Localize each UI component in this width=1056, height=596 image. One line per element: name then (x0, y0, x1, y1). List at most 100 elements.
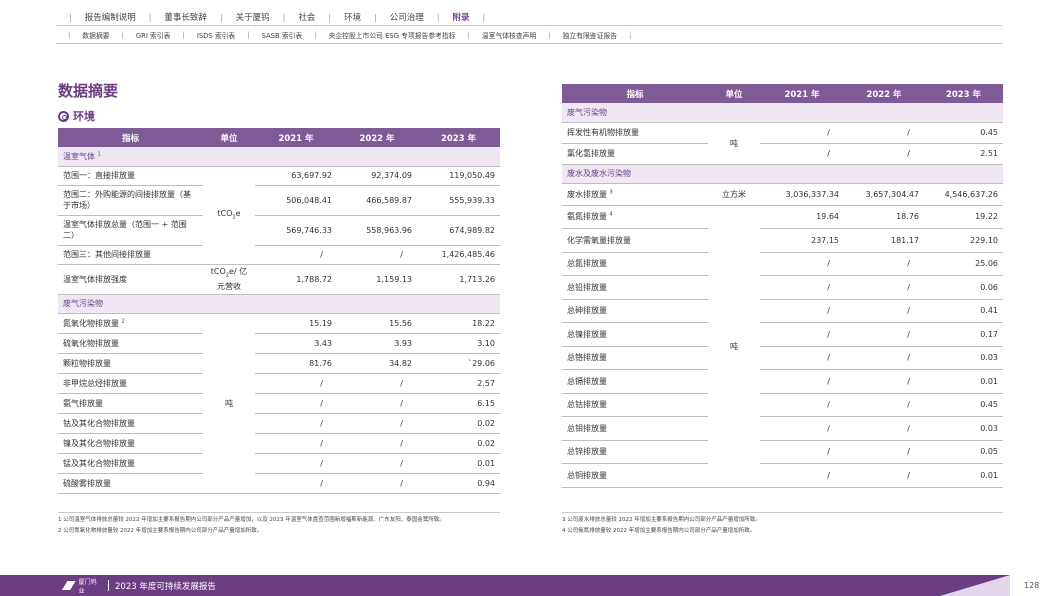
table-row: 化学需氧量排放量 237.15 181.17 229.10 (562, 228, 1003, 253)
header-unit: 单位 (203, 128, 255, 147)
footnote: 2 公司氮氧化物排放量较 2022 年增加主要系报告期内公司部分产品产量增加所致… (58, 528, 263, 534)
table-row: 温室气体排放总量（范围一 + 范围二） 569,746.33 558,963.96 6… (58, 215, 500, 246)
indicator-cell: 总铜排放量 (562, 463, 708, 488)
nav-tab[interactable]: 社会 (298, 13, 316, 23)
sub-nav-tab[interactable]: GRI 索引表 (135, 32, 171, 40)
nav-tab[interactable]: 董事长致辞 (164, 13, 207, 23)
table-row: 总钴排放量 //0.45 (562, 393, 1003, 417)
value-cell: 92,374.09 (337, 166, 417, 186)
sub-nav-tab[interactable]: 温室气体核查声明 (481, 32, 537, 40)
indicator-cell: 温室气体排放强度 (58, 264, 203, 295)
footnote-ref: 3 (609, 188, 613, 195)
table-row: 总钼排放量 //0.03 (562, 416, 1003, 441)
value-cell: / (760, 299, 844, 323)
nav-divider (56, 43, 1002, 44)
value-cell: / (760, 143, 844, 165)
indicator-cell: 颗粒物排放量 (58, 353, 203, 374)
table-header-row: 指标 单位 2021 年 2022 年 2023 年 (562, 84, 1003, 103)
value-cell: / (760, 440, 844, 464)
section-title: 环境 (58, 108, 95, 124)
nav-divider (56, 25, 1002, 26)
nav-tab[interactable]: 公司治理 (389, 13, 424, 23)
indicator-name: 硫氧化物排放量 (63, 338, 119, 348)
header-2023: 2023 年 (417, 128, 500, 147)
value-cell: / (255, 433, 337, 454)
value-cell: / (760, 346, 844, 370)
unit-cell: tCO2e (203, 166, 255, 265)
table-row: 范围二：外购能源的间接排放量（基于市场） 506,048.41 466,589.87… (58, 185, 500, 216)
indicator-cell: 总镉排放量 (562, 369, 708, 394)
indicator-name: 硫酸雾排放量 (63, 478, 111, 488)
unit-base: tCO (217, 209, 233, 219)
value-cell: 0.01 (924, 369, 1003, 394)
sub-nav-tab[interactable]: 独立有限鉴证报告 (562, 32, 617, 40)
nav-separator: | (69, 12, 72, 22)
nav-separator: | (467, 31, 470, 39)
footnote-ref: 1 (97, 151, 101, 158)
footnote-divider (58, 512, 500, 513)
table-row: 硫酸雾排放量 //0.94 (58, 473, 500, 494)
value-cell: `29.06 (417, 353, 500, 374)
table-row: 氯化氢排放量 //2.51 (562, 143, 1003, 165)
indicator-name: 镍及其化合物排放量 (63, 438, 135, 448)
nav-tab[interactable]: 关于厦钨 (235, 13, 270, 23)
sub-nav-tab[interactable]: ISDS 索引表 (196, 32, 236, 40)
value-cell: 18.76 (844, 205, 924, 229)
indicator-cell: 总氮排放量 (562, 252, 708, 276)
value-cell: / (337, 433, 417, 454)
indicator-name: 氮氧化物排放量 (63, 318, 119, 328)
value-cell: 0.01 (417, 453, 500, 474)
nav-tab[interactable]: 报告编制说明 (84, 13, 136, 23)
header-2021: 2021 年 (255, 128, 337, 147)
indicator-name: 氨气排放量 (63, 398, 103, 408)
indicator-name: 挥发性有机物排放量 (567, 128, 639, 137)
footnote-divider (562, 512, 1003, 513)
category-label: 温室气体 1 (58, 147, 500, 167)
indicator-cell: 废水排放量 3 (562, 183, 708, 206)
unit-cell: 吨 (708, 122, 760, 165)
value-cell: / (844, 369, 924, 394)
sub-nav-tab[interactable]: 数据摘要 (82, 32, 110, 40)
category-row: 废水及废水污染物 (562, 164, 1003, 184)
unit-sub: 2 (225, 272, 230, 279)
indicator-name: 范围二：外购能源的间接排放量（基于市场） (63, 190, 191, 210)
header-2022: 2022 年 (337, 128, 417, 147)
unit-cell: 吨 (708, 205, 760, 488)
table-row: 温室气体排放强度 tCO2e/ 亿元营收 1,788.72 1,159.13 1,713… (58, 264, 500, 295)
table-row: 范围三：其他间接排放量 //1,426,485.46 (58, 245, 500, 265)
category-name: 废气污染物 (567, 107, 607, 117)
value-cell: / (337, 413, 417, 434)
table-row: 氮氧化物排放量 2 吨 15.19 15.56 18.22 (58, 313, 500, 494)
value-cell: 3.10 (417, 333, 500, 354)
indicator-name: 温室气体排放强度 (63, 274, 127, 284)
indicator-name: 总铜排放量 (567, 470, 607, 480)
category-row: 废气污染物 (562, 103, 1003, 123)
nav-tab[interactable]: 附录 (452, 13, 470, 23)
value-cell: 555,939.33 (417, 185, 500, 216)
logo-text: 厦门钨业 (78, 578, 97, 595)
value-cell: 25.06 (924, 252, 1003, 276)
nav-separator: | (629, 31, 632, 39)
category-name: 废气污染物 (63, 299, 103, 308)
sub-nav-tab[interactable]: SASB 索引表 (261, 32, 303, 40)
value-cell: 0.03 (924, 416, 1003, 441)
indicator-cell: 氨气排放量 (58, 393, 203, 414)
primary-nav: | 报告编制说明 | 董事长致辞 | 关于厦钨 | 社会 | 环境 | 公司治理 | 附录 | (56, 10, 498, 24)
value-cell: / (760, 393, 844, 417)
indicator-name: 总镍排放量 (567, 329, 607, 339)
footnotes-right: 3 公司废水排放总量较 2022 年增加主要系报告期内公司部分产品产量增加所致。… (562, 515, 1003, 537)
value-cell: 63,697.92 (255, 166, 337, 186)
value-cell: / (760, 252, 844, 276)
sub-nav-tab[interactable]: 央企控股上市公司 ESG 专项报告参考指标 (328, 32, 456, 40)
value-cell: / (337, 473, 417, 494)
indicator-cell: 化学需氧量排放量 (562, 228, 708, 253)
nav-tab[interactable]: 环境 (344, 13, 362, 23)
indicator-cell: 镍及其化合物排放量 (58, 433, 203, 454)
footer: 厦门钨业 2023 年度可持续发展报告 128 (0, 575, 1056, 596)
value-cell: 18.22 (417, 313, 500, 334)
table-row: 锰及其化合物排放量 //0.01 (58, 453, 500, 474)
value-cell: 6.15 (417, 393, 500, 414)
category-label: 废气污染物 (58, 294, 500, 314)
category-row: 废气污染物 (58, 294, 500, 314)
table-row: 总锌排放量 //0.05 (562, 440, 1003, 464)
